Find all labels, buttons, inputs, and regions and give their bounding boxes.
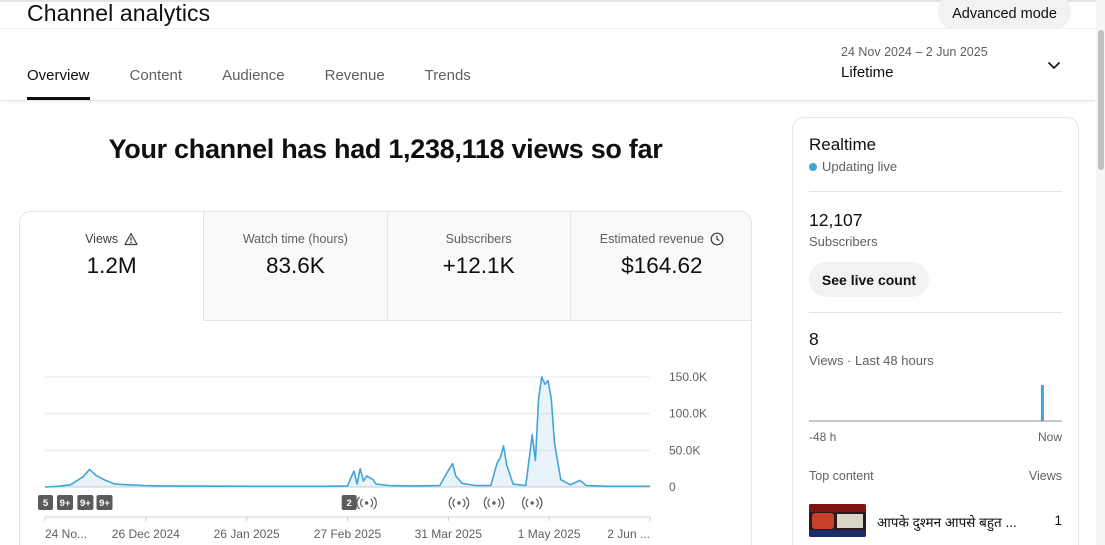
y-tick-label: 50.0K [669, 443, 700, 457]
metric-revenue-value: $164.62 [621, 253, 703, 278]
event-badge-label: 2 [347, 498, 352, 509]
views-chart-svg[interactable]: 150.0K 100.0K 50.0K 0 5 9+ 9+ 9+ 2 24 No... 26 Dec… [20, 322, 752, 545]
views-line [44, 376, 650, 488]
realtime-status: Updating live [809, 159, 897, 174]
page-scrollbar-thumb[interactable] [1098, 30, 1104, 170]
x-tick-label: 26 Jan 2025 [214, 527, 280, 541]
realtime-axis-start: -48 h [809, 430, 837, 444]
realtime-card: Realtime Updating live 12,107 Subscriber… [792, 117, 1079, 545]
event-badge-label: 9+ [99, 498, 110, 509]
metric-views[interactable]: Views 1.2M [20, 212, 204, 321]
live-stream-icon[interactable] [448, 496, 470, 510]
x-tick-label: 31 Mar 2025 [415, 527, 483, 541]
metric-watch-time[interactable]: Watch time (hours) 83.6K [203, 212, 387, 321]
warning-icon[interactable] [124, 232, 138, 246]
tabs-divider [0, 100, 1095, 101]
event-badge [96, 495, 113, 510]
event-badge [38, 495, 53, 510]
channel-views-headline: Your channel has had 1,238,118 views so … [108, 134, 663, 164]
tab-audience[interactable]: Audience [222, 67, 285, 84]
x-tick-label: 26 Dec 2024 [112, 527, 180, 541]
realtime-axis-end: Now [1037, 430, 1062, 444]
metric-subscribers-label: Subscribers [445, 232, 512, 246]
chevron-down-icon[interactable] [1045, 56, 1063, 74]
event-badge-label: 9+ [60, 498, 71, 509]
metric-tabs: Views 1.2M Watch time (hours) 83.6K Subs… [20, 212, 751, 321]
event-badge [77, 495, 94, 510]
see-live-count-button[interactable]: See live count [809, 262, 929, 297]
realtime-views-count: 8 [809, 329, 819, 349]
metric-watch-time-label: Watch time (hours) [242, 232, 348, 246]
date-period-label[interactable]: Lifetime [841, 64, 894, 81]
realtime-divider [809, 312, 1062, 313]
page-title: Channel analytics [27, 0, 211, 26]
metric-watch-time-value: 83.6K [265, 253, 325, 278]
live-dot-icon [809, 162, 817, 171]
x-tick-label: 24 No... [45, 527, 87, 541]
tab-revenue[interactable]: Revenue [324, 67, 385, 84]
tab-overview[interactable]: Overview [27, 67, 90, 100]
overview-chart-card: Views 1.2M Watch time (hours) 83.6K Subs… [19, 211, 752, 545]
clock-icon[interactable] [710, 232, 724, 246]
top-content-views: 1 [1054, 513, 1062, 528]
realtime-title: Realtime [809, 135, 877, 154]
metric-subscribers-value: +12.1K [442, 253, 515, 278]
y-tick-label: 100.0K [669, 407, 707, 421]
top-content-views-header: Views [1028, 469, 1062, 483]
views-chart: 150.0K 100.0K 50.0K 0 5 9+ 9+ 9+ 2 24 No... 26 Dec… [20, 322, 752, 545]
metric-revenue-label: Estimated revenue [599, 232, 704, 246]
realtime-status-text: Updating live [822, 159, 898, 174]
metric-views-label: Views [85, 232, 119, 246]
event-badge [57, 495, 73, 510]
live-stream-icon[interactable] [483, 496, 505, 510]
realtime-subscribers-label: Subscribers [809, 234, 878, 249]
video-thumbnail[interactable] [809, 504, 866, 537]
live-stream-icon[interactable] [521, 496, 543, 510]
top-strip [0, 0, 1105, 2]
realtime-mini-chart[interactable] [809, 380, 1062, 422]
header-divider [0, 28, 1095, 29]
realtime-subscribers-count: 12,107 [809, 210, 863, 230]
metric-revenue[interactable]: Estimated revenue $164.62 [569, 212, 751, 321]
metric-views-value: 1.2M [86, 253, 137, 278]
top-content-item[interactable]: आपके दुश्मन आपसे बहुत ... 1 [809, 504, 1062, 537]
x-tick-label: 2 Jun ... [607, 527, 650, 541]
top-content-label: Top content [809, 469, 874, 483]
advanced-mode-button[interactable]: Advanced mode [938, 0, 1071, 28]
y-tick-label: 0 [669, 480, 676, 494]
tab-content[interactable]: Content [129, 67, 183, 84]
realtime-views-label: Views · Last 48 hours [809, 353, 934, 368]
metric-subscribers[interactable]: Subscribers +12.1K [386, 212, 570, 321]
x-tick-label: 1 May 2025 [518, 527, 581, 541]
date-range[interactable]: 24 Nov 2024 – 2 Jun 2025 [841, 45, 988, 59]
mini-chart-bar[interactable] [1040, 385, 1044, 421]
tab-bar: Overview Content Audience Revenue Trends [27, 67, 511, 100]
realtime-divider [809, 191, 1062, 192]
x-tick-label: 27 Feb 2025 [314, 527, 382, 541]
live-stream-icon[interactable] [356, 496, 377, 510]
tab-trends[interactable]: Trends [424, 67, 471, 84]
page-scrollbar[interactable] [1096, 0, 1105, 545]
y-tick-label: 150.0K [669, 370, 707, 384]
event-badge-label: 9+ [80, 498, 91, 509]
top-content-title[interactable]: आपके दुश्मन आपसे बहुत ... [877, 515, 1017, 530]
event-badge-label: 5 [43, 498, 49, 509]
event-badge [341, 495, 357, 510]
